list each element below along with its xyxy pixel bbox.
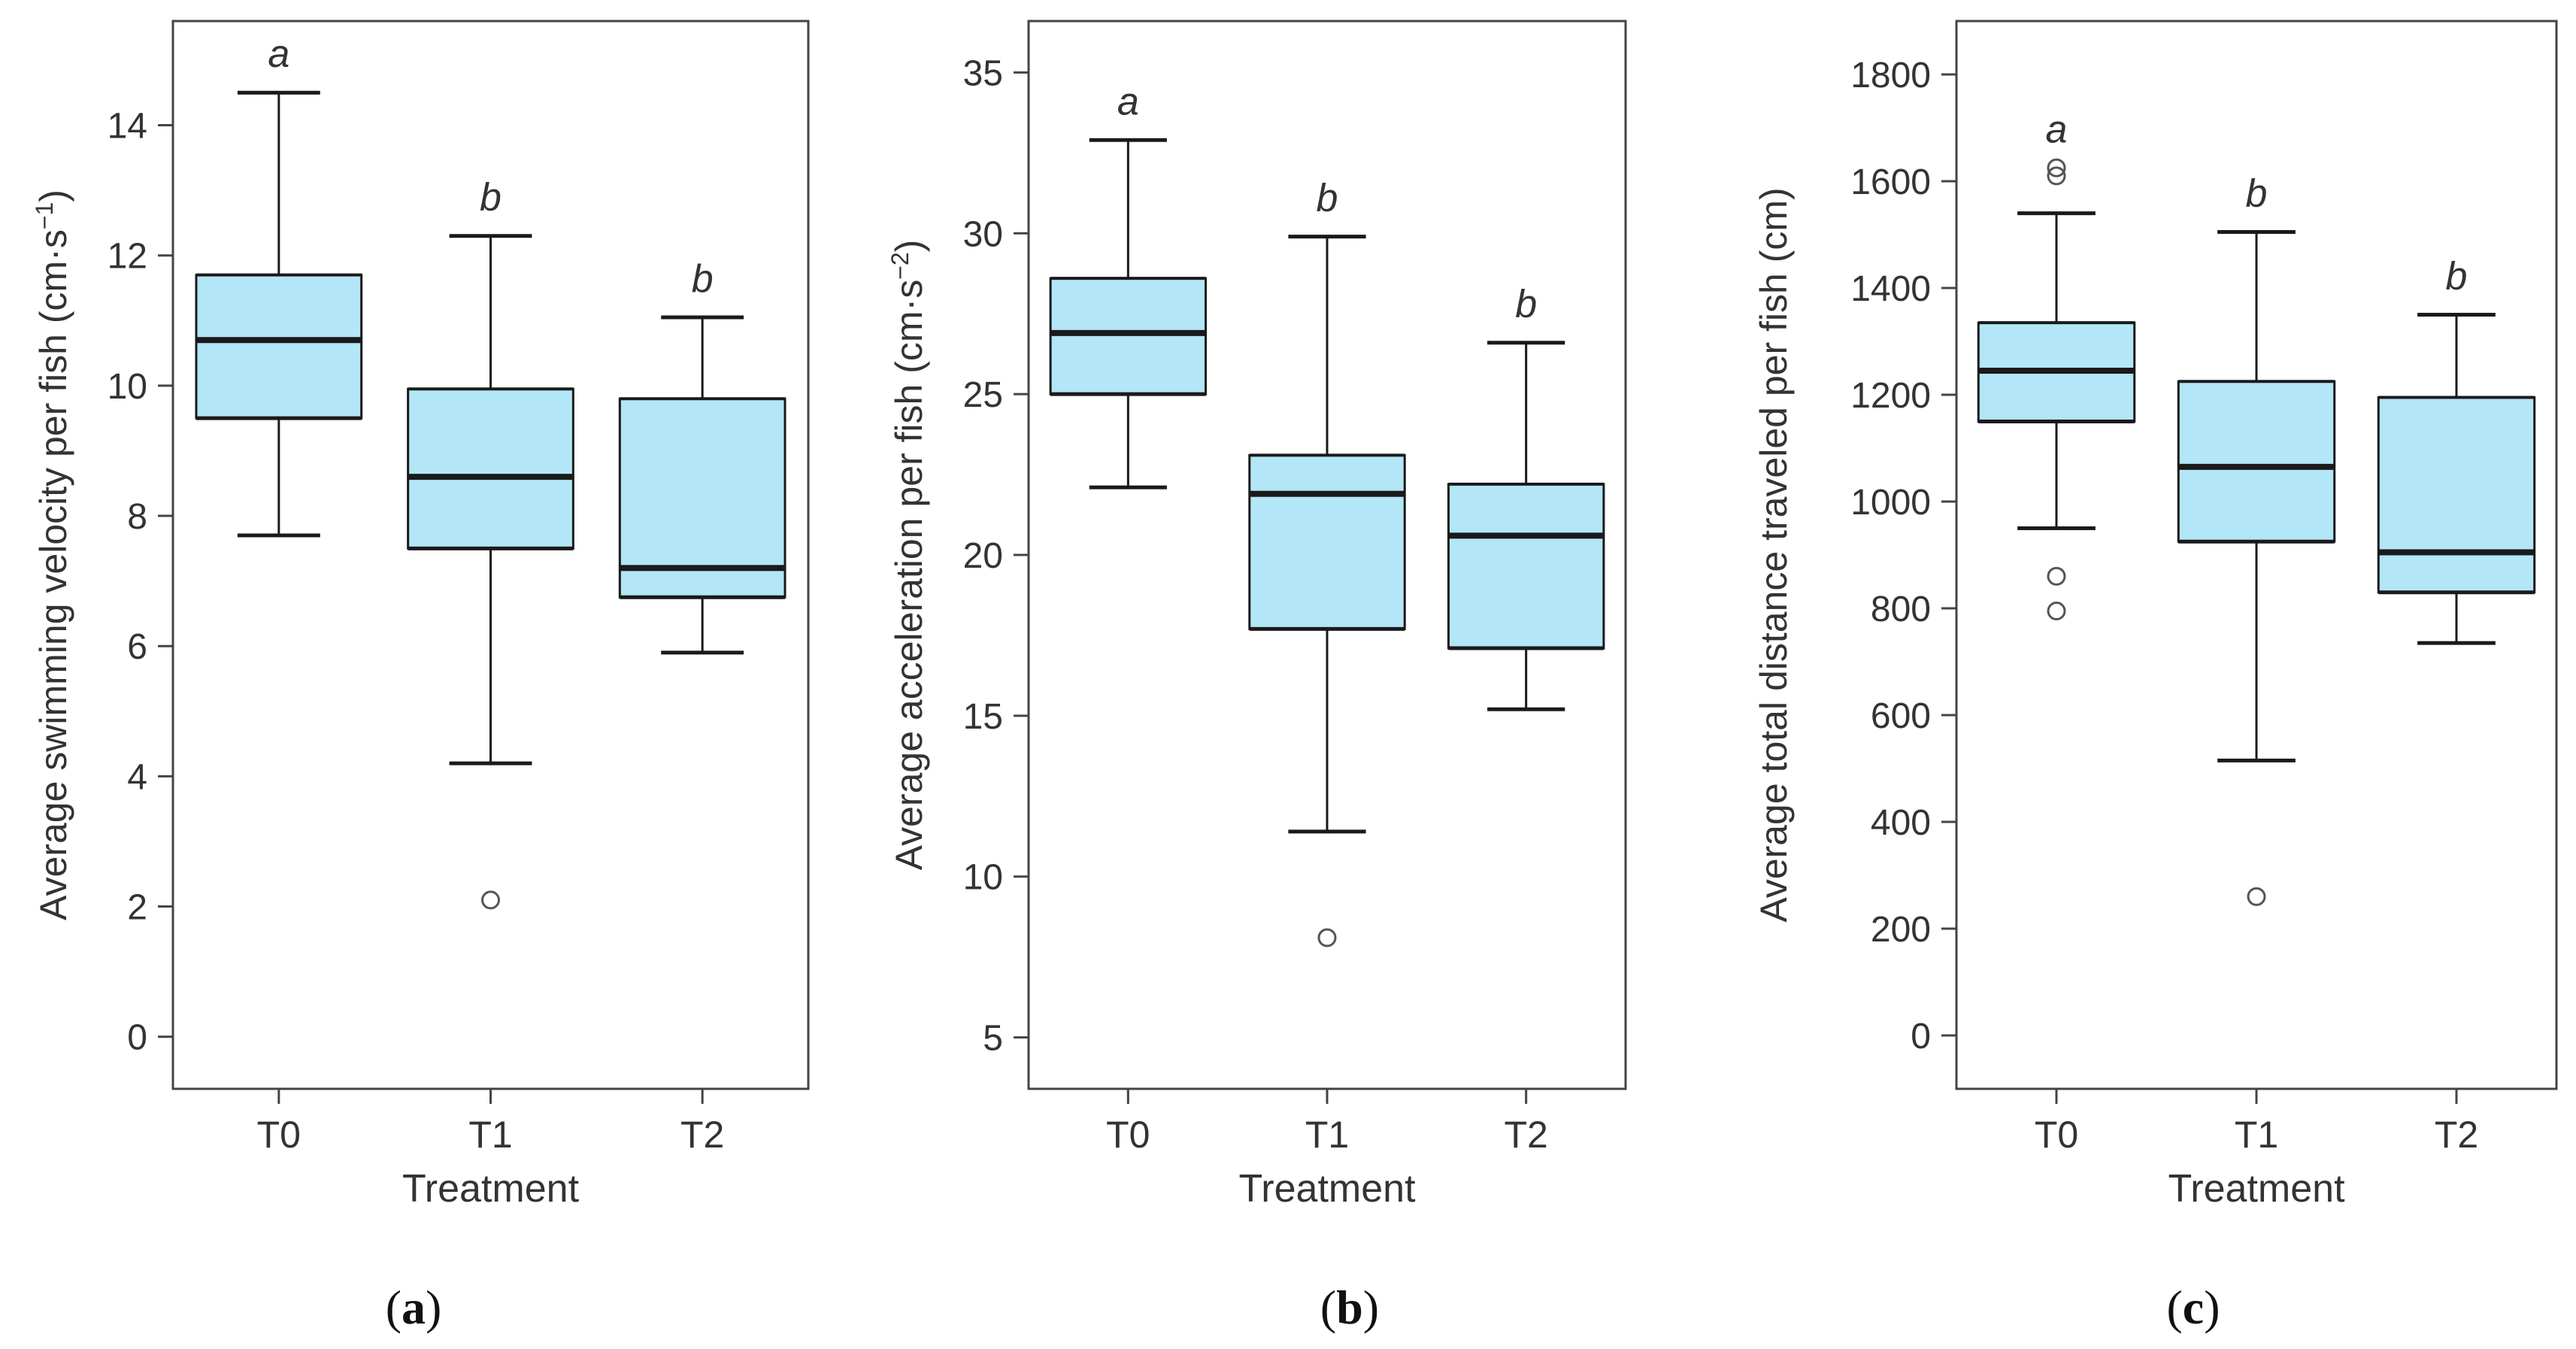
panel-label-close: ) — [2204, 1281, 2220, 1334]
y-tick-label: 1200 — [1850, 376, 1931, 416]
outlier-point — [1317, 928, 1337, 947]
panel-label-b: (b) — [1320, 1281, 1379, 1334]
panel-label-close: ) — [1363, 1281, 1379, 1334]
y-tick-label: 1600 — [1850, 162, 1931, 202]
panel-label-letter: b — [1336, 1281, 1363, 1334]
panel-label-open: ( — [386, 1281, 402, 1334]
y-tick-label: 35 — [963, 53, 1003, 93]
y-tick-label: 800 — [1871, 590, 1931, 629]
y-tick-label: 1000 — [1850, 483, 1931, 523]
y-tick-label: 5 — [983, 1019, 1003, 1059]
iqr-box — [618, 397, 786, 599]
y-axis-title-end: ) — [888, 240, 930, 253]
x-tick-label: T2 — [680, 1114, 724, 1156]
outlier-point — [2247, 887, 2266, 906]
significance-letter: b — [692, 257, 714, 301]
significance-letter: a — [268, 32, 289, 76]
y-axis-title-main: Average total distance traveled per fish… — [1753, 187, 1795, 922]
y-tick-label: 400 — [1871, 803, 1931, 843]
box-T0: a — [1977, 108, 2136, 621]
panel-label-c: (c) — [2166, 1281, 2220, 1334]
iqr-box — [2177, 380, 2336, 543]
y-tick-label: 200 — [1871, 910, 1931, 950]
panel-label-open: ( — [2166, 1281, 2182, 1334]
x-tick-label: T0 — [257, 1114, 301, 1156]
box-T2: b — [618, 257, 786, 655]
y-tick-label: 10 — [108, 367, 147, 407]
significance-letter: b — [2246, 171, 2268, 215]
outlier-point — [2047, 166, 2066, 186]
box-T0: a — [195, 32, 363, 538]
y-axis-title: Average acceleration per fish (cm·s−2) — [886, 240, 930, 871]
y-tick-label: 15 — [963, 697, 1003, 737]
box-T1: b — [407, 176, 574, 910]
y-tick-label: 12 — [108, 237, 147, 277]
x-tick-label: T2 — [2435, 1114, 2478, 1156]
x-tick-label: T2 — [1504, 1114, 1547, 1156]
iqr-box — [1248, 453, 1406, 630]
x-tick-label: T0 — [1106, 1114, 1150, 1156]
y-tick-label: 8 — [127, 497, 147, 537]
iqr-box — [407, 387, 574, 550]
iqr-box — [1049, 277, 1208, 396]
y-tick-label: 20 — [963, 536, 1003, 576]
y-axis-title-exponent: −1 — [31, 202, 58, 229]
significance-letter: b — [1515, 283, 1537, 326]
outlier-point — [2047, 158, 2066, 177]
iqr-box — [1447, 483, 1605, 650]
box-T0: a — [1049, 80, 1208, 490]
y-axis-title-main: Average swimming velocity per fish (cm·s — [32, 229, 74, 920]
outlier-point — [2047, 602, 2066, 621]
panel-b: 5 10 15 20 25 30 35 T0 T1 T2 Treatment Average acce… — [886, 20, 1627, 1334]
y-tick-label: 0 — [1911, 1017, 1931, 1056]
y-tick-label: 25 — [963, 375, 1003, 415]
x-tick-label: T1 — [468, 1114, 512, 1156]
iqr-box — [2377, 396, 2536, 594]
y-tick-label: 2 — [127, 888, 147, 928]
x-tick-label: T0 — [2035, 1114, 2078, 1156]
box-T2: b — [2377, 255, 2536, 645]
y-axis-title: Average total distance traveled per fish… — [1753, 187, 1795, 922]
x-axis-title: Treatment — [1238, 1167, 1416, 1211]
y-axis-title-end: ) — [32, 189, 74, 202]
significance-letter: b — [480, 176, 502, 220]
box-T1: b — [2177, 171, 2336, 906]
panel-label-letter: a — [402, 1281, 426, 1334]
y-tick-label: 4 — [127, 757, 147, 797]
box-T1: b — [1248, 177, 1406, 947]
y-axis-title-exponent: −2 — [886, 252, 914, 279]
panel-label-open: ( — [1320, 1281, 1336, 1334]
y-tick-label: 30 — [963, 214, 1003, 254]
panel-label-letter: c — [2183, 1281, 2204, 1334]
y-tick-label: 600 — [1871, 696, 1931, 736]
x-tick-label: T1 — [1305, 1114, 1349, 1156]
panel-c: 0 200 400 600 800 1000 1200 1400 1600 1800 T0 T1 T2 T… — [1753, 20, 2558, 1334]
significance-letter: b — [1317, 177, 1338, 220]
significance-letter: b — [2446, 255, 2468, 299]
significance-letter: a — [1117, 80, 1139, 123]
panel-a: 0 2 4 6 8 10 12 14 T0 T1 T2 Treatment Average swimmi… — [31, 20, 810, 1334]
iqr-box — [195, 274, 363, 420]
y-axis-title-main: Average acceleration per fish (cm·s — [888, 280, 930, 871]
y-tick-label: 0 — [127, 1018, 147, 1058]
x-tick-label: T1 — [2235, 1114, 2278, 1156]
panel-label-close: ) — [426, 1281, 441, 1334]
y-tick-label: 6 — [127, 627, 147, 667]
outlier-point — [481, 890, 500, 910]
box-T2: b — [1447, 283, 1605, 711]
outlier-point — [2047, 566, 2066, 586]
y-axis-title: Average swimming velocity per fish (cm·s… — [31, 189, 74, 920]
panel-label-a: (a) — [386, 1281, 442, 1334]
x-axis-title: Treatment — [402, 1167, 580, 1211]
x-axis-title: Treatment — [2168, 1167, 2345, 1211]
y-tick-label: 1400 — [1850, 269, 1931, 309]
y-tick-label: 1800 — [1850, 56, 1931, 95]
y-tick-label: 10 — [963, 858, 1003, 898]
y-tick-label: 14 — [108, 107, 147, 147]
significance-letter: a — [2046, 108, 2068, 151]
